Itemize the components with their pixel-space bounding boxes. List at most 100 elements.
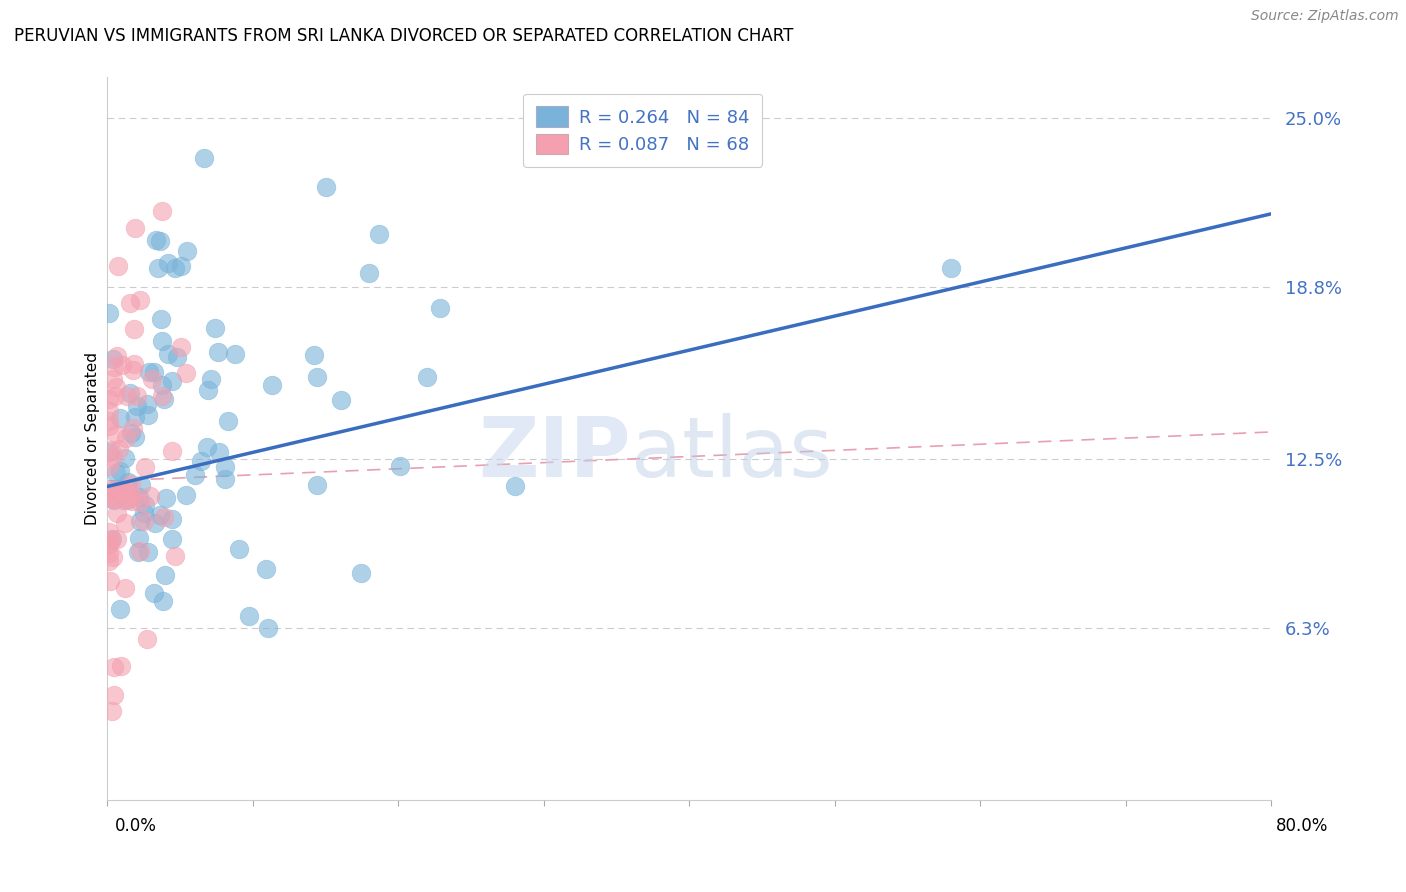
Point [120,425,142,440]
Point [128,531,150,545]
Legend: R = 0.264   N = 84, R = 0.087   N = 68: R = 0.264 N = 84, R = 0.087 N = 68 [523,94,762,167]
Point [193,151,215,165]
Point [97,524,120,539]
Point [98,491,121,505]
Point [150,203,173,218]
Point [100,533,122,548]
Point [153,392,176,406]
Point [150,389,173,403]
Point [190,453,212,467]
Point [503,479,526,493]
Point [200,372,222,386]
Point [155,491,177,505]
Point [104,389,127,403]
Point [416,370,439,384]
Point [224,347,246,361]
Point [160,375,183,389]
Point [156,347,179,361]
Point [101,704,124,718]
Point [129,544,152,558]
Point [156,256,179,270]
Point [118,296,141,310]
Point [307,477,329,491]
Point [117,475,139,489]
Text: 0.0%: 0.0% [115,817,157,835]
Point [150,334,173,348]
Point [138,489,160,503]
Point [121,486,143,500]
Point [128,293,150,308]
Point [110,483,132,498]
Point [103,688,125,702]
Point [103,488,125,502]
Point [114,516,136,530]
Point [103,352,125,367]
Point [129,514,152,528]
Point [97,554,120,568]
Point [136,545,159,559]
Point [127,388,149,402]
Point [357,266,380,280]
Point [120,476,142,491]
Point [128,495,150,509]
Point [110,359,132,373]
Point [207,345,229,359]
Point [97,418,120,433]
Point [101,451,124,466]
Point [120,385,142,400]
Point [204,321,226,335]
Point [329,393,352,408]
Point [145,233,167,247]
Point [107,442,129,457]
Point [122,362,145,376]
Point [134,498,156,512]
Point [103,549,125,564]
Point [128,490,150,504]
Point [110,658,132,673]
Point [143,516,166,531]
Point [388,459,411,474]
Point [97,414,120,428]
Point [103,660,125,674]
Point [127,544,149,558]
Point [349,566,371,580]
Point [111,492,134,507]
Point [153,509,176,524]
Point [174,488,197,502]
Point [111,483,134,498]
Point [160,533,183,547]
Text: Source: ZipAtlas.com: Source: ZipAtlas.com [1251,9,1399,23]
Point [160,512,183,526]
Point [305,370,328,384]
Point [132,506,155,520]
Point [143,365,166,379]
Point [152,594,174,608]
Point [217,414,239,428]
Point [97,444,120,458]
Point [302,348,325,362]
Point [429,301,451,315]
Text: ZIP: ZIP [478,413,631,493]
Point [125,399,148,413]
Point [174,366,197,380]
Point [98,306,121,320]
Point [97,537,120,551]
Point [100,443,122,458]
Point [138,365,160,379]
Point [107,506,129,520]
Point [103,483,125,497]
Point [260,377,283,392]
Point [149,508,172,522]
Point [136,632,159,646]
Point [107,259,129,273]
Point [103,493,125,508]
Point [214,472,236,486]
Point [163,260,186,275]
Point [117,389,139,403]
Point [136,408,159,422]
Point [114,581,136,595]
Point [142,586,165,600]
Point [367,227,389,241]
Point [149,235,172,249]
Point [131,478,153,492]
